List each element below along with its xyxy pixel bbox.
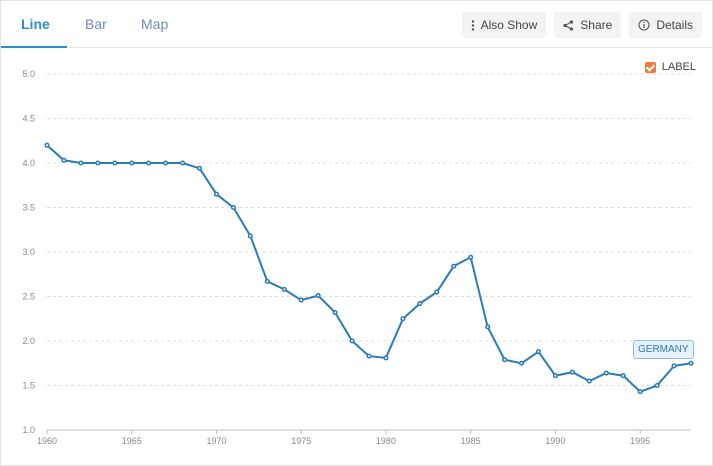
y-tick-label: 2.0 — [22, 336, 35, 346]
data-point — [332, 309, 338, 316]
tab-line[interactable]: Line — [1, 1, 67, 48]
view-tabs: Line Bar Map — [1, 1, 189, 48]
y-tick-label: 3.0 — [22, 247, 35, 257]
x-tick-label: 1985 — [461, 436, 481, 446]
data-point — [654, 382, 660, 389]
data-point — [468, 254, 474, 260]
line-chart: 1.0 1.5 2.0 2.5 3.0 3.5 4.0 4.5 5.0 1960 1965 1970 1… — [22, 69, 694, 446]
tab-map[interactable]: Map — [141, 16, 169, 32]
data-point — [61, 157, 67, 163]
label-checkbox[interactable] — [644, 61, 656, 73]
data-point — [502, 357, 508, 363]
data-point — [298, 297, 304, 303]
y-tick-label: 4.0 — [22, 158, 35, 168]
x-tick-label: 1995 — [630, 436, 650, 446]
action-buttons: Also Show Share Details — [461, 12, 702, 38]
data-point — [230, 204, 236, 211]
legend-label: LABEL — [661, 61, 696, 73]
share-button[interactable]: Share — [554, 12, 622, 38]
info-icon — [638, 19, 650, 31]
y-tick-label: 5.0 — [22, 69, 35, 79]
share-label: Share — [580, 18, 613, 32]
y-tick-label: 1.0 — [22, 425, 35, 435]
data-point — [485, 324, 491, 330]
x-tick-label: 1965 — [122, 436, 142, 446]
data-point — [264, 278, 270, 284]
data-point — [417, 301, 423, 307]
x-tick-label: 1980 — [376, 436, 396, 446]
data-point — [518, 360, 525, 366]
data-point — [603, 370, 609, 376]
y-tick-label: 3.5 — [22, 203, 35, 213]
details-button[interactable]: Details — [629, 12, 702, 38]
data-point — [451, 263, 457, 269]
data-point — [383, 355, 389, 361]
y-tick-label: 1.5 — [22, 381, 35, 391]
y-tick-label: 2.5 — [22, 292, 35, 302]
data-point — [671, 363, 677, 369]
data-point — [213, 191, 220, 197]
data-point — [620, 373, 626, 379]
data-point — [247, 233, 253, 239]
x-tick-label: 1990 — [545, 436, 565, 446]
top-bar: Line Bar Map Also Show Share Det — [1, 1, 712, 48]
data-point — [349, 338, 355, 344]
x-tick-label: 1970 — [206, 436, 226, 446]
data-point — [146, 160, 152, 166]
more-vertical-icon — [471, 19, 475, 31]
y-tick-label: 4.5 — [22, 114, 35, 124]
data-point — [44, 142, 50, 148]
data-point — [434, 289, 440, 295]
data-point — [315, 293, 321, 299]
data-point — [95, 160, 101, 166]
x-tick-label: 1960 — [37, 436, 57, 446]
data-point — [400, 316, 406, 322]
data-point — [196, 165, 203, 171]
x-tick-label: 1975 — [291, 436, 311, 446]
data-point — [552, 373, 558, 379]
also-show-label: Also Show — [480, 18, 538, 32]
data-point — [688, 360, 694, 366]
series-label-tag: GERMANY — [633, 340, 694, 360]
share-icon — [563, 19, 574, 31]
data-point — [281, 286, 287, 292]
tab-bar[interactable]: Bar — [85, 16, 107, 32]
data-point — [112, 160, 118, 166]
data-point — [180, 160, 186, 166]
data-point — [78, 160, 84, 166]
also-show-button[interactable]: Also Show — [461, 12, 547, 38]
data-point — [535, 349, 542, 355]
details-label: Details — [656, 18, 693, 32]
data-point — [637, 389, 643, 395]
data-point — [586, 378, 592, 384]
legend: LABEL — [644, 61, 696, 73]
data-point — [569, 369, 575, 375]
chart-area: 1.0 1.5 2.0 2.5 3.0 3.5 4.0 4.5 5.0 1960 1965 1970 1… — [1, 48, 712, 465]
data-point — [129, 160, 135, 166]
data-point — [163, 160, 169, 166]
data-point — [366, 353, 372, 359]
